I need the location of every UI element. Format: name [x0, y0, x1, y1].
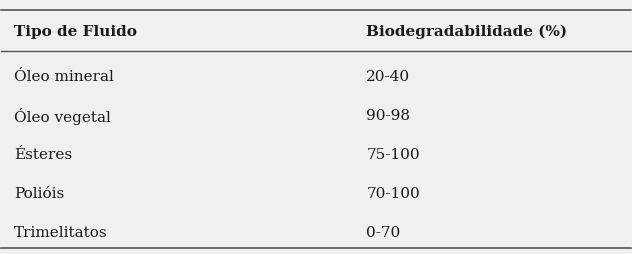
Text: Trimelitatos: Trimelitatos	[14, 226, 107, 240]
Text: 70-100: 70-100	[367, 187, 420, 201]
Text: 20-40: 20-40	[367, 70, 410, 84]
Text: 75-100: 75-100	[367, 148, 420, 162]
Text: 0-70: 0-70	[367, 226, 401, 240]
Text: Biodegradabilidade (%): Biodegradabilidade (%)	[367, 24, 568, 39]
Text: 90-98: 90-98	[367, 109, 410, 123]
Text: Ésteres: Ésteres	[14, 148, 72, 162]
Text: Óleo mineral: Óleo mineral	[14, 70, 114, 84]
Text: Tipo de Fluido: Tipo de Fluido	[14, 25, 137, 39]
Text: Óleo vegetal: Óleo vegetal	[14, 107, 111, 124]
Text: Polióis: Polióis	[14, 187, 64, 201]
